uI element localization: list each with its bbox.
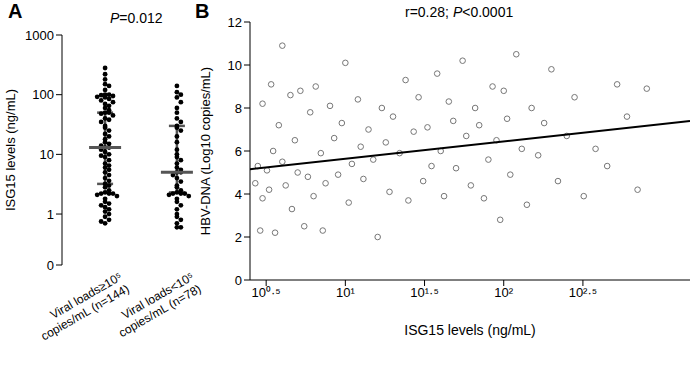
svg-text:HBV-DNA (Log10 copies/mL): HBV-DNA (Log10 copies/mL) bbox=[198, 67, 213, 235]
html-text:B: B bbox=[195, 0, 210, 22]
svg-text:10: 10 bbox=[40, 147, 54, 162]
svg-text:0: 0 bbox=[47, 258, 54, 273]
html-text:P =0.012: P =0.012 bbox=[110, 10, 163, 26]
svg-text:6: 6 bbox=[235, 144, 242, 159]
svg-text:0: 0 bbox=[235, 273, 242, 288]
html-text:r=0.28; P <0.0001: r=0.28; P <0.0001 bbox=[405, 4, 514, 20]
html-text:A: A bbox=[8, 0, 23, 22]
svg-text:100: 100 bbox=[32, 87, 54, 102]
svg-text:Viral loads≥10⁵copies/mL (n=14: Viral loads≥10⁵copies/mL (n=144) bbox=[32, 269, 132, 343]
svg-text:12: 12 bbox=[228, 15, 242, 30]
svg-text:10: 10 bbox=[228, 58, 242, 73]
svg-text:1: 1 bbox=[47, 207, 54, 222]
svg-text:10¹·⁵: 10¹·⁵ bbox=[410, 285, 439, 300]
svg-text:ISG15 levels (ng/mL): ISG15 levels (ng/mL) bbox=[404, 322, 536, 338]
svg-text:10²·⁵: 10²·⁵ bbox=[569, 285, 598, 300]
svg-text:1000: 1000 bbox=[25, 28, 54, 43]
svg-text:10⁰·⁵: 10⁰·⁵ bbox=[252, 285, 281, 300]
svg-text:2: 2 bbox=[235, 230, 242, 245]
svg-text:Viral loads<10⁵copies/mL (n=78: Viral loads<10⁵copies/mL (n=78) bbox=[109, 269, 203, 340]
svg-text:10²: 10² bbox=[494, 285, 513, 300]
svg-text:10¹: 10¹ bbox=[336, 285, 355, 300]
svg-text:8: 8 bbox=[235, 101, 242, 116]
svg-text:ISG15 levels (ng/mL): ISG15 levels (ng/mL) bbox=[8, 89, 18, 211]
svg-text:4: 4 bbox=[235, 187, 242, 202]
